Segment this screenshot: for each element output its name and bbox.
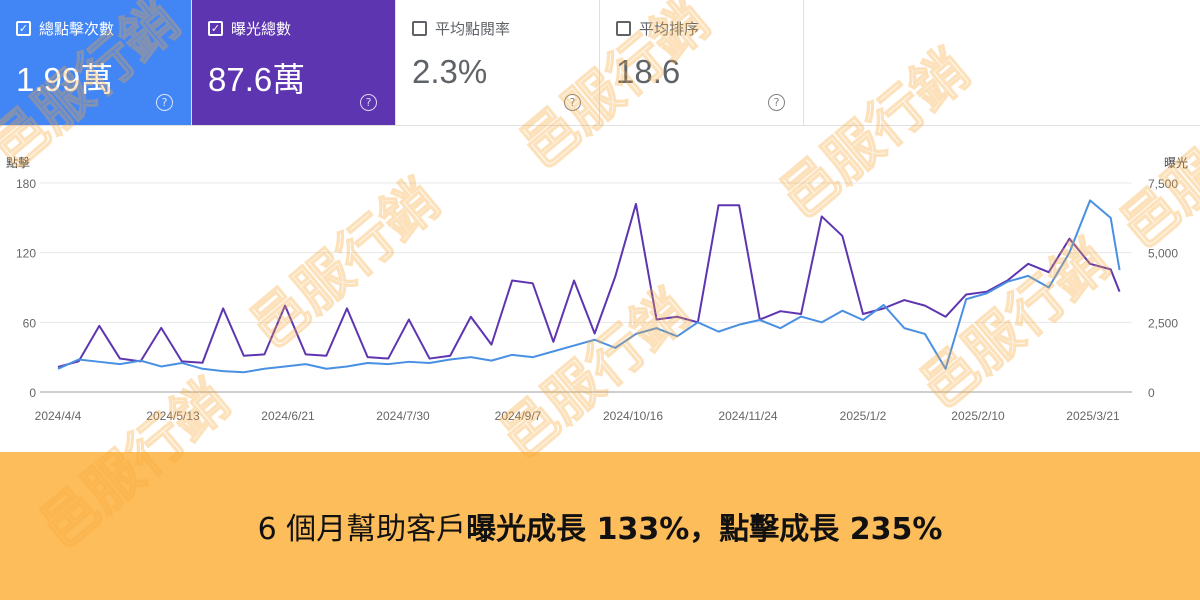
checkbox-checked-icon[interactable]: ✓ (208, 21, 223, 36)
performance-chart: 180 7,500 120 5,000 60 2,500 0 0 點擊 曝光 2024/4/4 202… (6, 155, 1188, 423)
left-axis-label: 點擊 (6, 155, 30, 170)
card-label: 總點擊次數 (39, 20, 115, 38)
x-tick-label: 2025/3/21 (1066, 409, 1120, 423)
x-tick-label: 2025/2/10 (951, 409, 1005, 423)
left-tick-label: 180 (16, 177, 36, 191)
right-tick-label: 0 (1148, 386, 1155, 400)
x-tick-label: 2024/10/16 (603, 409, 663, 423)
card-value: 87.6萬 (208, 61, 306, 98)
card-label: 平均點閱率 (435, 20, 511, 38)
card-average-position[interactable]: 平均排序 18.6 ? (600, 0, 804, 125)
help-icon[interactable]: ? (156, 94, 173, 111)
left-tick-label: 60 (23, 316, 37, 330)
checkbox-checked-icon[interactable]: ✓ (16, 21, 31, 36)
x-tick-label: 2024/11/24 (718, 409, 777, 423)
series-line-right (57, 202, 1121, 368)
right-axis-label: 曝光 (1164, 156, 1188, 170)
x-tick-label: 2024/7/30 (376, 409, 430, 423)
x-tick-label: 2024/6/21 (261, 409, 315, 423)
card-value: 1.99萬 (16, 61, 114, 98)
left-tick-label: 120 (16, 247, 36, 261)
checkbox-unchecked-icon[interactable] (412, 21, 427, 36)
checkbox-unchecked-icon[interactable] (616, 21, 631, 36)
card-value: 18.6 (616, 53, 681, 90)
banner-prefix: 6 個月幫助客戶 (257, 512, 467, 547)
x-tick-label: 2024/9/7 (495, 409, 542, 423)
metric-cards: ✓ 總點擊次數 1.99萬 ? ✓ 曝光總數 87.6萬 ? 平均點閱率 2.3% … (0, 0, 1200, 126)
banner: 6 個月幫助客戶 曝光成長 133%，點擊成長 235% (0, 452, 1200, 600)
banner-highlight: 曝光成長 133%，點擊成長 235% (466, 512, 943, 547)
help-icon[interactable]: ? (360, 94, 377, 111)
card-label: 平均排序 (639, 20, 700, 38)
card-total-clicks[interactable]: ✓ 總點擊次數 1.99萬 ? (0, 0, 192, 125)
help-icon[interactable]: ? (564, 94, 581, 111)
card-label: 曝光總數 (231, 20, 292, 38)
card-total-impressions[interactable]: ✓ 曝光總數 87.6萬 ? (192, 0, 396, 125)
x-tick-label: 2024/4/4 (35, 409, 82, 423)
x-tick-label: 2025/1/2 (840, 409, 887, 423)
series-line-left (57, 199, 1121, 374)
right-tick-label: 2,500 (1148, 316, 1178, 330)
x-tick-label: 2024/5/13 (146, 409, 200, 423)
right-tick-label: 5,000 (1148, 247, 1178, 261)
card-average-ctr[interactable]: 平均點閱率 2.3% ? (396, 0, 600, 125)
help-icon[interactable]: ? (768, 94, 785, 111)
left-tick-label: 0 (29, 386, 36, 400)
right-tick-label: 7,500 (1148, 177, 1178, 191)
card-value: 2.3% (412, 53, 488, 90)
